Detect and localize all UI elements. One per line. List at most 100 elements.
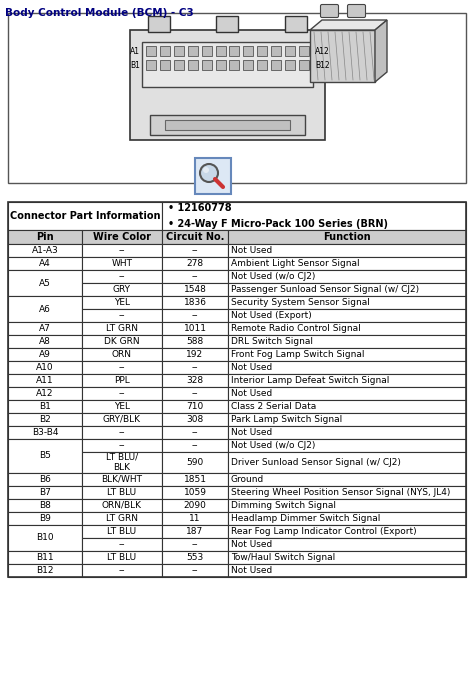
Bar	[82, 525, 162, 538]
Bar	[228, 426, 466, 439]
Text: --: --	[192, 428, 198, 437]
Bar	[162, 230, 228, 244]
Bar	[8, 202, 162, 230]
Bar	[82, 473, 162, 486]
Bar	[162, 283, 228, 296]
Text: Not Used: Not Used	[231, 246, 272, 255]
Bar	[228, 551, 466, 564]
Text: LT BLU/
BLK: LT BLU/ BLK	[106, 453, 138, 472]
Text: --: --	[119, 363, 125, 372]
Text: A9: A9	[39, 350, 51, 359]
Text: LT BLU: LT BLU	[108, 553, 137, 562]
Bar	[150, 115, 305, 135]
Bar	[243, 46, 254, 56]
Bar	[82, 551, 162, 564]
Bar	[165, 120, 290, 130]
Text: B10: B10	[36, 534, 54, 542]
Bar	[228, 309, 466, 322]
Bar	[82, 348, 162, 361]
Bar	[201, 46, 211, 56]
Bar	[228, 257, 466, 270]
Bar	[188, 46, 198, 56]
Bar	[162, 257, 228, 270]
Bar	[148, 16, 170, 32]
Bar	[82, 486, 162, 499]
Bar	[8, 499, 82, 512]
Text: Security System Sensor Signal: Security System Sensor Signal	[231, 298, 370, 307]
Bar	[82, 538, 162, 551]
Bar	[285, 46, 295, 56]
Text: --: --	[119, 389, 125, 398]
Bar	[162, 439, 228, 452]
Text: GRY: GRY	[113, 285, 131, 294]
Text: Not Used (w/o CJ2): Not Used (w/o CJ2)	[231, 272, 315, 281]
Text: Interior Lamp Defeat Switch Signal: Interior Lamp Defeat Switch Signal	[231, 376, 389, 385]
Bar	[162, 486, 228, 499]
Bar	[160, 46, 170, 56]
Bar	[228, 361, 466, 374]
Bar	[174, 46, 184, 56]
Text: LT BLU: LT BLU	[108, 488, 137, 497]
Bar	[8, 244, 82, 257]
Bar	[216, 46, 226, 56]
Text: Not Used: Not Used	[231, 540, 272, 549]
Text: Not Used: Not Used	[231, 389, 272, 398]
Bar	[162, 473, 228, 486]
Text: --: --	[119, 566, 125, 575]
Bar	[228, 230, 466, 244]
Bar	[142, 42, 313, 87]
Text: B9: B9	[39, 514, 51, 523]
Text: YEL: YEL	[114, 298, 130, 307]
Bar	[8, 296, 82, 322]
FancyBboxPatch shape	[347, 5, 365, 18]
Text: Not Used (Export): Not Used (Export)	[231, 311, 312, 320]
Text: 328: 328	[186, 376, 203, 385]
Bar	[8, 387, 82, 400]
Bar	[146, 60, 156, 70]
Text: A10: A10	[36, 363, 54, 372]
Text: LT GRN: LT GRN	[106, 514, 138, 523]
Bar	[257, 60, 267, 70]
Bar	[162, 335, 228, 348]
Bar	[299, 60, 309, 70]
Bar	[228, 296, 466, 309]
Text: Headlamp Dimmer Switch Signal: Headlamp Dimmer Switch Signal	[231, 514, 380, 523]
Bar	[82, 361, 162, 374]
Text: B1: B1	[39, 402, 51, 411]
Text: B5: B5	[39, 452, 51, 460]
Bar	[162, 374, 228, 387]
Bar	[216, 60, 226, 70]
Bar	[8, 439, 82, 473]
Bar	[243, 60, 254, 70]
Bar	[8, 374, 82, 387]
Bar	[162, 538, 228, 551]
Bar	[82, 296, 162, 309]
Text: B1: B1	[130, 60, 140, 70]
Text: 553: 553	[186, 553, 204, 562]
Bar	[82, 452, 162, 473]
Text: 2090: 2090	[183, 501, 207, 510]
Text: --: --	[119, 540, 125, 549]
Text: 590: 590	[186, 458, 204, 467]
Text: PPL: PPL	[114, 376, 130, 385]
Text: --: --	[119, 272, 125, 281]
Bar	[271, 46, 281, 56]
Bar	[162, 202, 466, 230]
Bar	[228, 387, 466, 400]
Bar	[228, 538, 466, 551]
Bar	[162, 512, 228, 525]
Bar	[82, 244, 162, 257]
Text: B2: B2	[39, 415, 51, 424]
Bar	[229, 60, 239, 70]
Bar	[216, 16, 238, 32]
Bar	[146, 46, 156, 56]
Text: Passenger Sunload Sensor Signal (w/ CJ2): Passenger Sunload Sensor Signal (w/ CJ2)	[231, 285, 419, 294]
Text: A5: A5	[39, 279, 51, 287]
Text: Rear Fog Lamp Indicator Control (Export): Rear Fog Lamp Indicator Control (Export)	[231, 527, 417, 536]
Bar	[162, 551, 228, 564]
Bar	[162, 452, 228, 473]
Bar	[8, 361, 82, 374]
Bar	[82, 283, 162, 296]
Text: --: --	[192, 246, 198, 255]
Bar	[8, 413, 82, 426]
